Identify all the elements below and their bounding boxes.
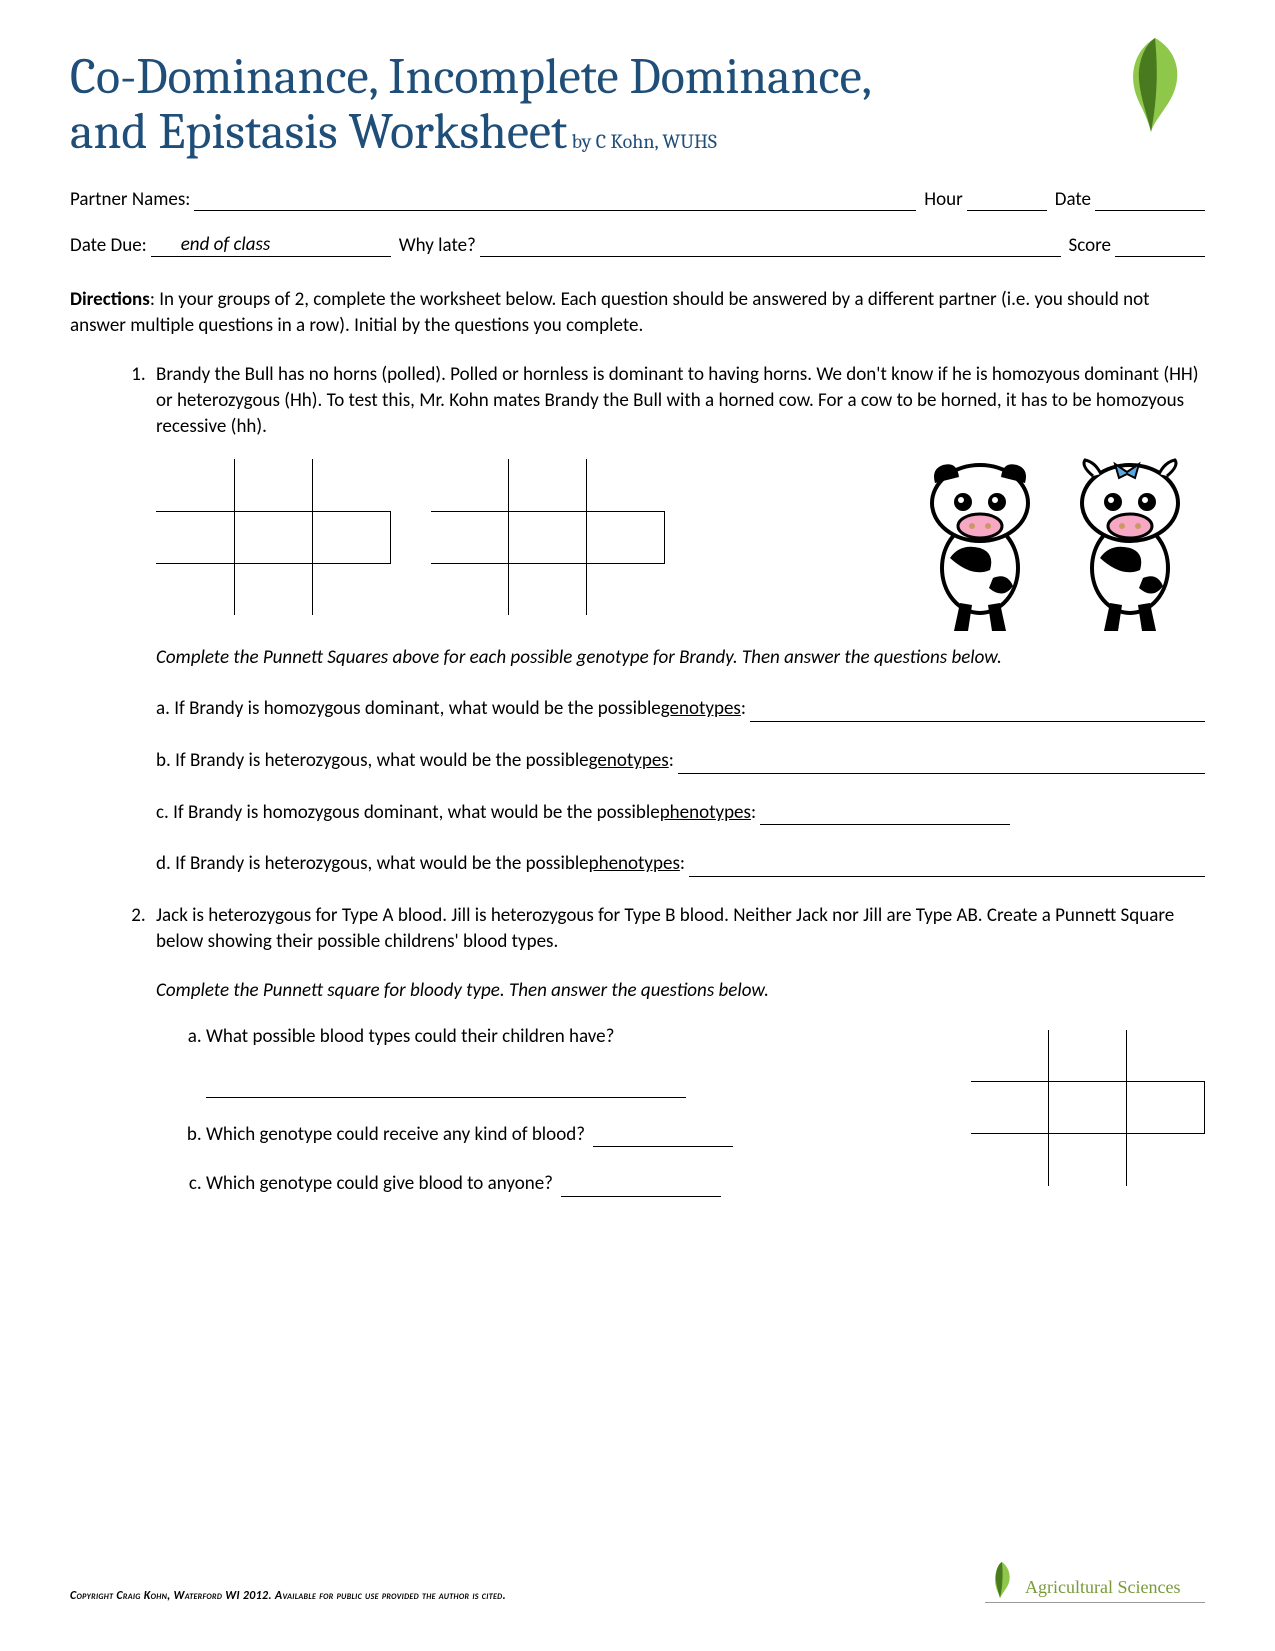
q2-subquestions: What possible blood types could their ch…: [156, 1024, 941, 1221]
why-late-input[interactable]: [480, 256, 1061, 257]
question-1: Brandy the Bull has no horns (polled). P…: [150, 362, 1205, 877]
directions: Directions: In your groups of 2, complet…: [70, 287, 1205, 338]
q1c: c. If Brandy is homozygous dominant, wha…: [156, 800, 1205, 826]
title-line-2: and Epistasis Worksheet: [70, 103, 567, 161]
q1b: b. If Brandy is heterozygous, what would…: [156, 748, 1205, 774]
partner-names-input[interactable]: [194, 210, 916, 211]
q1d-answer-input[interactable]: [689, 876, 1205, 877]
partner-names-label: Partner Names:: [70, 188, 190, 211]
q2a-text: What possible blood types could their ch…: [206, 1025, 614, 1048]
q2-text: Jack is heterozygous for Type A blood. J…: [156, 904, 1174, 953]
punnett-square-1[interactable]: [156, 459, 391, 615]
cow-cartoon-icon: [905, 453, 1205, 641]
header: Co-Dominance, Incomplete Dominance, and …: [70, 50, 1205, 160]
directions-label: Directions: [70, 288, 150, 311]
q2c-answer-input[interactable]: [561, 1196, 721, 1197]
q2b-answer-input[interactable]: [593, 1146, 733, 1147]
q1b-text: b. If Brandy is heterozygous, what would…: [156, 748, 589, 774]
partner-line: Partner Names: Hour Date: [70, 188, 1205, 211]
copyright-text: Copyright Craig Kohn, Waterford WI 2012.…: [70, 1589, 506, 1603]
q2c: Which genotype could give blood to anyon…: [206, 1171, 941, 1197]
q1d-text: d. If Brandy is heterozygous, what would…: [156, 851, 589, 877]
question-list: Brandy the Bull has no horns (polled). P…: [70, 362, 1205, 1221]
q2-instruction: Complete the Punnett square for bloody t…: [156, 978, 1205, 1004]
q1c-text: c. If Brandy is homozygous dominant, wha…: [156, 800, 660, 826]
q2a: What possible blood types could their ch…: [206, 1024, 941, 1098]
footer-logo: Agricultural Sciences: [985, 1560, 1205, 1603]
date-label: Date: [1055, 188, 1091, 211]
q1-instruction: Complete the Punnett Squares above for e…: [156, 645, 1205, 671]
question-2: Jack is heterozygous for Type A blood. J…: [150, 903, 1205, 1221]
directions-text: : In your groups of 2, complete the work…: [70, 288, 1150, 337]
hour-label: Hour: [924, 188, 962, 211]
q1a-text: a. If Brandy is homozygous dominant, wha…: [156, 696, 661, 722]
q1c-underline-word: phenotypes: [660, 800, 751, 826]
byline: by C Kohn, WUHS: [567, 130, 717, 153]
q1d-underline-word: phenotypes: [589, 851, 680, 877]
q1c-answer-input[interactable]: [760, 824, 1010, 825]
q1b-underline-word: genotypes: [589, 748, 669, 774]
date-input[interactable]: [1095, 210, 1205, 211]
q2a-answer-input[interactable]: [206, 1078, 686, 1098]
why-late-label: Why late?: [399, 234, 476, 257]
score-label: Score: [1069, 234, 1111, 257]
q2c-text: Which genotype could give blood to anyon…: [206, 1172, 553, 1195]
page-title: Co-Dominance, Incomplete Dominance, and …: [70, 50, 1085, 160]
footer-divider: [985, 1602, 1205, 1603]
punnett-square-2[interactable]: [431, 459, 666, 615]
q1d: d. If Brandy is heterozygous, what would…: [156, 851, 1205, 877]
footer-logo-text: Agricultural Sciences: [1025, 1577, 1180, 1598]
leaf-logo-icon: [1105, 30, 1205, 145]
leaf-small-icon: [985, 1560, 1019, 1598]
title-block: Co-Dominance, Incomplete Dominance, and …: [70, 50, 1085, 160]
q1-figure-row: [156, 453, 1205, 641]
q1b-answer-input[interactable]: [678, 773, 1205, 774]
title-line-1: Co-Dominance, Incomplete Dominance,: [70, 48, 872, 106]
punnett-square-3[interactable]: [971, 1030, 1206, 1186]
q1a-answer-input[interactable]: [750, 721, 1205, 722]
q2b-text: Which genotype could receive any kind of…: [206, 1123, 585, 1146]
date-due-label: Date Due:: [70, 234, 147, 257]
q2b: Which genotype could receive any kind of…: [206, 1122, 941, 1148]
footer: Copyright Craig Kohn, Waterford WI 2012.…: [70, 1560, 1205, 1603]
due-line: Date Due: end of class Why late? Score: [70, 233, 1205, 257]
date-due-value[interactable]: end of class: [151, 233, 391, 257]
q1a-underline-word: genotypes: [661, 696, 741, 722]
hour-input[interactable]: [967, 210, 1047, 211]
q1-subquestions: a. If Brandy is homozygous dominant, wha…: [156, 696, 1205, 877]
q1-text: Brandy the Bull has no horns (polled). P…: [156, 363, 1199, 437]
q1a: a. If Brandy is homozygous dominant, wha…: [156, 696, 1205, 722]
score-input[interactable]: [1115, 256, 1205, 257]
